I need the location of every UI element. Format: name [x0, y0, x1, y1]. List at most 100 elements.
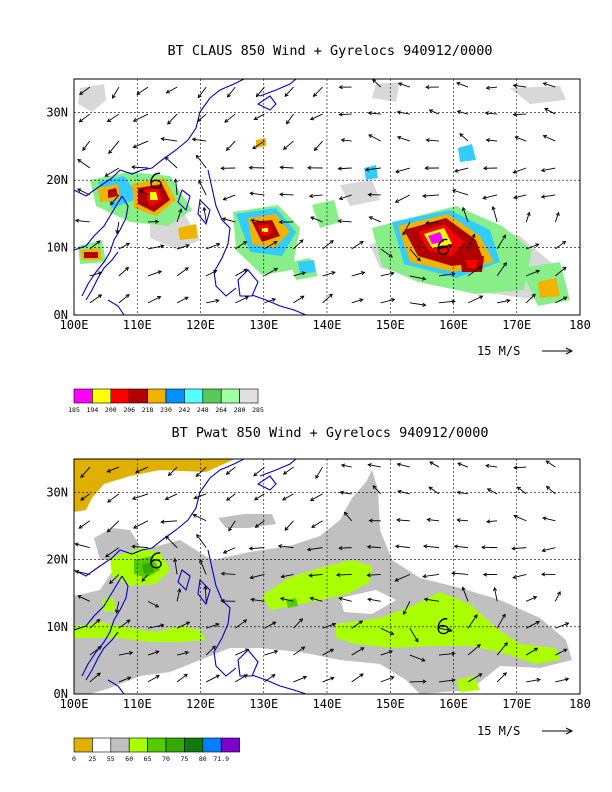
wind-vector-head	[485, 85, 490, 90]
wind-vector	[89, 240, 101, 250]
wind-vector	[467, 266, 482, 277]
wind-vector	[176, 673, 188, 683]
wind-vector	[525, 212, 530, 223]
wind-vector	[139, 189, 149, 196]
wind-vector-head	[540, 572, 546, 577]
wind-vector-head	[192, 514, 197, 518]
wind-vector-head	[202, 206, 207, 212]
wind-vector-head	[535, 621, 540, 625]
wind-vector	[322, 271, 336, 277]
wind-vector	[526, 621, 540, 629]
wind-vector-head	[300, 295, 305, 300]
wind-vector-head	[396, 517, 401, 523]
wind-vector-head	[367, 463, 372, 468]
wind-vector	[367, 574, 381, 576]
wind-vector-head	[309, 596, 314, 601]
wind-vector-head	[564, 677, 570, 682]
wind-vector	[226, 140, 236, 151]
wind-vector	[452, 189, 469, 196]
wind-vector	[367, 598, 381, 602]
wind-vector-head	[338, 546, 343, 551]
wind-vector-head	[96, 618, 101, 623]
colorbar: 0 25 55 60 65 70 75 80 71.9	[72, 737, 240, 763]
wind-vector	[256, 86, 265, 97]
x-tick-label: 160E	[439, 318, 468, 332]
wind-vector	[293, 272, 306, 277]
wind-vector	[555, 622, 569, 629]
wind-vector-head	[273, 649, 279, 654]
wind-vector-head	[132, 144, 137, 149]
wind-vector-head	[250, 218, 255, 223]
coastlines	[74, 459, 307, 694]
wind-vector	[133, 113, 149, 122]
wind-vector	[457, 462, 469, 468]
wind-vector	[555, 678, 569, 683]
wind-vector	[338, 220, 352, 223]
wind-vector	[339, 597, 352, 602]
wind-vector	[397, 490, 410, 495]
colorbar-swatch	[165, 388, 185, 404]
wind-vector	[105, 547, 120, 558]
wind-vector	[250, 574, 265, 579]
wind-vector	[281, 574, 294, 578]
x-tick-label: 120E	[186, 697, 215, 711]
wind-vector-head	[282, 470, 288, 475]
wind-vector	[542, 547, 556, 552]
wind-vector	[423, 545, 439, 549]
wind-vector	[322, 648, 334, 656]
wind-vector-head	[461, 586, 466, 591]
colorbar-swatch	[92, 737, 112, 753]
wind-vector-head	[124, 266, 130, 271]
wind-vector-head	[563, 648, 568, 653]
wind-vector-head	[76, 188, 82, 193]
wind-vector-head	[448, 244, 453, 249]
wind-vector	[457, 110, 469, 115]
colorbar-swatch	[110, 388, 130, 404]
wind-vector-head	[96, 240, 101, 245]
wind-vector-head	[177, 588, 182, 593]
wind-vector-head	[132, 118, 138, 122]
wind-vector-head	[476, 644, 481, 649]
wind-vector-head	[173, 178, 178, 183]
colorbar-label: 70	[162, 755, 170, 763]
wind-vector	[525, 293, 536, 304]
wind-vector	[77, 188, 91, 196]
wind-vector	[255, 520, 265, 528]
wind-vector-head	[77, 595, 82, 599]
wind-vector-head	[423, 597, 429, 602]
wind-vector-head	[216, 242, 221, 247]
wind-vector	[194, 493, 207, 499]
wind-vector	[380, 298, 395, 304]
wind-vector-head	[310, 216, 315, 221]
wind-vector	[176, 296, 189, 304]
wind-vector-head	[425, 220, 430, 225]
plot-frame	[73, 78, 581, 316]
wind-vector	[161, 520, 178, 523]
colorbar-swatch	[184, 737, 204, 753]
wind-vector-head	[111, 94, 116, 99]
wind-vector	[176, 588, 181, 602]
wind-vector-head	[131, 496, 137, 500]
wind-vector	[512, 547, 527, 550]
wind-vector-head	[284, 526, 289, 531]
wind-vector	[496, 672, 507, 683]
wind-vector	[409, 302, 426, 306]
wind-vector-head	[531, 293, 536, 298]
wind-vector-head	[390, 676, 395, 680]
wind-vector-head	[425, 85, 430, 90]
wind-vector-head	[220, 598, 225, 604]
wind-vector	[174, 558, 178, 575]
wind-vector-head	[271, 298, 277, 302]
field-layer	[78, 82, 570, 306]
wind-vector-head	[331, 271, 336, 276]
wind-vector	[118, 294, 130, 304]
wind-vector	[513, 194, 527, 199]
wind-vector-head	[243, 674, 248, 679]
x-tick-label: 170E	[502, 697, 531, 711]
wind-vector-head	[396, 462, 401, 467]
wind-vector	[284, 520, 294, 531]
wind-vector	[429, 109, 440, 115]
wind-vector	[205, 270, 217, 277]
wind-vector	[165, 535, 178, 548]
